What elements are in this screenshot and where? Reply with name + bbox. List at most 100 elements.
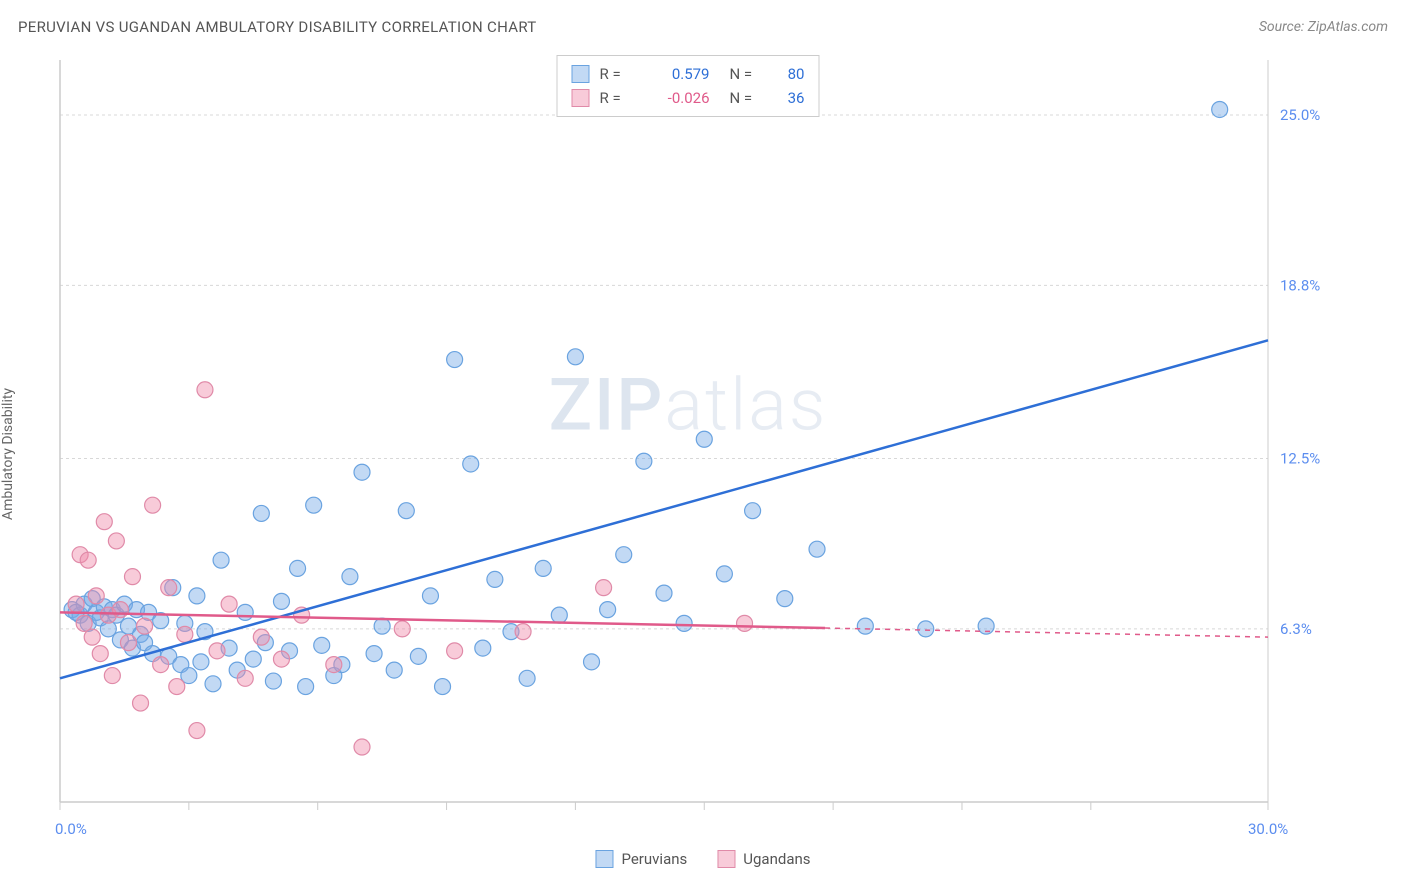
correlation-legend: R = 0.579 N = 80R = -0.026 N = 36 <box>557 55 820 117</box>
data-point <box>145 497 161 513</box>
data-point <box>656 585 672 601</box>
data-point <box>205 676 221 692</box>
legend-label: Peruvians <box>621 850 687 868</box>
n-value: 36 <box>770 86 805 110</box>
regression-line-extrapolated <box>825 628 1268 637</box>
data-point <box>213 552 229 568</box>
data-point <box>809 541 825 557</box>
data-point <box>354 739 370 755</box>
scatter-plot: 6.3% 12.5% 18.8% 25.0% <box>50 55 1326 832</box>
data-point <box>435 679 451 695</box>
y-tick-label: 12.5% <box>1280 449 1320 467</box>
data-point <box>137 618 153 634</box>
legend-stat-row: R = -0.026 N = 36 <box>572 86 805 110</box>
data-point <box>535 560 551 576</box>
r-value: 0.579 <box>640 62 710 86</box>
data-point <box>80 552 96 568</box>
legend-stat-row: R =0.579N =80 <box>572 62 805 86</box>
data-point <box>584 654 600 670</box>
data-point <box>124 569 140 585</box>
data-point <box>475 640 491 656</box>
legend-swatch <box>595 850 613 868</box>
data-point <box>519 670 535 686</box>
data-point <box>245 651 261 667</box>
data-point <box>422 588 438 604</box>
data-point <box>394 621 410 637</box>
data-point <box>177 626 193 642</box>
data-point <box>253 629 269 645</box>
data-point <box>326 657 342 673</box>
data-point <box>676 615 692 631</box>
data-point <box>153 657 169 673</box>
data-point <box>237 604 253 620</box>
data-point <box>716 566 732 582</box>
legend-item: Peruvians <box>595 850 687 868</box>
data-point <box>696 431 712 447</box>
data-point <box>96 514 112 530</box>
data-point <box>120 635 136 651</box>
n-value: 80 <box>770 62 805 86</box>
data-point <box>354 464 370 480</box>
data-point <box>189 723 205 739</box>
legend-item: Ugandans <box>717 850 810 868</box>
x-axis-max-label: 30.0% <box>1248 820 1288 838</box>
data-point <box>253 505 269 521</box>
y-tick-label: 18.8% <box>1280 276 1320 294</box>
data-point <box>463 456 479 472</box>
data-point <box>237 670 253 686</box>
data-point <box>745 503 761 519</box>
x-axis-min-label: 0.0% <box>55 820 87 838</box>
data-point <box>189 588 205 604</box>
data-point <box>221 596 237 612</box>
data-point <box>298 679 314 695</box>
regression-line <box>60 612 825 628</box>
data-point <box>374 618 390 634</box>
r-label: R = <box>600 86 630 110</box>
data-point <box>88 588 104 604</box>
legend-swatch <box>572 89 590 107</box>
data-point <box>857 618 873 634</box>
data-point <box>366 646 382 662</box>
chart-area: 6.3%12.5%18.8%25.0% ZIPatlas R =0.579N =… <box>50 55 1326 832</box>
data-point <box>68 596 84 612</box>
data-point <box>410 648 426 664</box>
data-point <box>84 629 100 645</box>
data-point <box>596 580 612 596</box>
r-label: R = <box>600 62 630 86</box>
legend-swatch <box>572 65 590 83</box>
regression-line <box>60 340 1268 678</box>
y-axis-label: Ambulatory Disability <box>0 388 16 520</box>
y-tick-label: 25.0% <box>1280 106 1320 124</box>
data-point <box>193 654 209 670</box>
data-point <box>1212 101 1228 117</box>
data-point <box>92 646 108 662</box>
data-point <box>104 668 120 684</box>
series-legend: Peruvians Ugandans <box>595 850 810 868</box>
data-point <box>551 607 567 623</box>
data-point <box>273 593 289 609</box>
data-point <box>108 533 124 549</box>
legend-label: Ugandans <box>743 850 810 868</box>
data-point <box>161 580 177 596</box>
chart-title: PERUVIAN VS UGANDAN AMBULATORY DISABILIT… <box>18 18 537 36</box>
data-point <box>209 643 225 659</box>
data-point <box>398 503 414 519</box>
n-label: N = <box>730 86 760 110</box>
data-point <box>306 497 322 513</box>
data-point <box>737 615 753 631</box>
data-point <box>918 621 934 637</box>
r-value: -0.026 <box>640 86 710 110</box>
data-point <box>342 569 358 585</box>
data-point <box>197 382 213 398</box>
data-point <box>273 651 289 667</box>
data-point <box>133 695 149 711</box>
legend-swatch <box>717 850 735 868</box>
data-point <box>290 560 306 576</box>
data-point <box>777 591 793 607</box>
data-point <box>169 679 185 695</box>
data-point <box>447 643 463 659</box>
y-tick-label: 6.3% <box>1280 620 1312 638</box>
data-point <box>616 547 632 563</box>
data-point <box>265 673 281 689</box>
data-point <box>314 637 330 653</box>
